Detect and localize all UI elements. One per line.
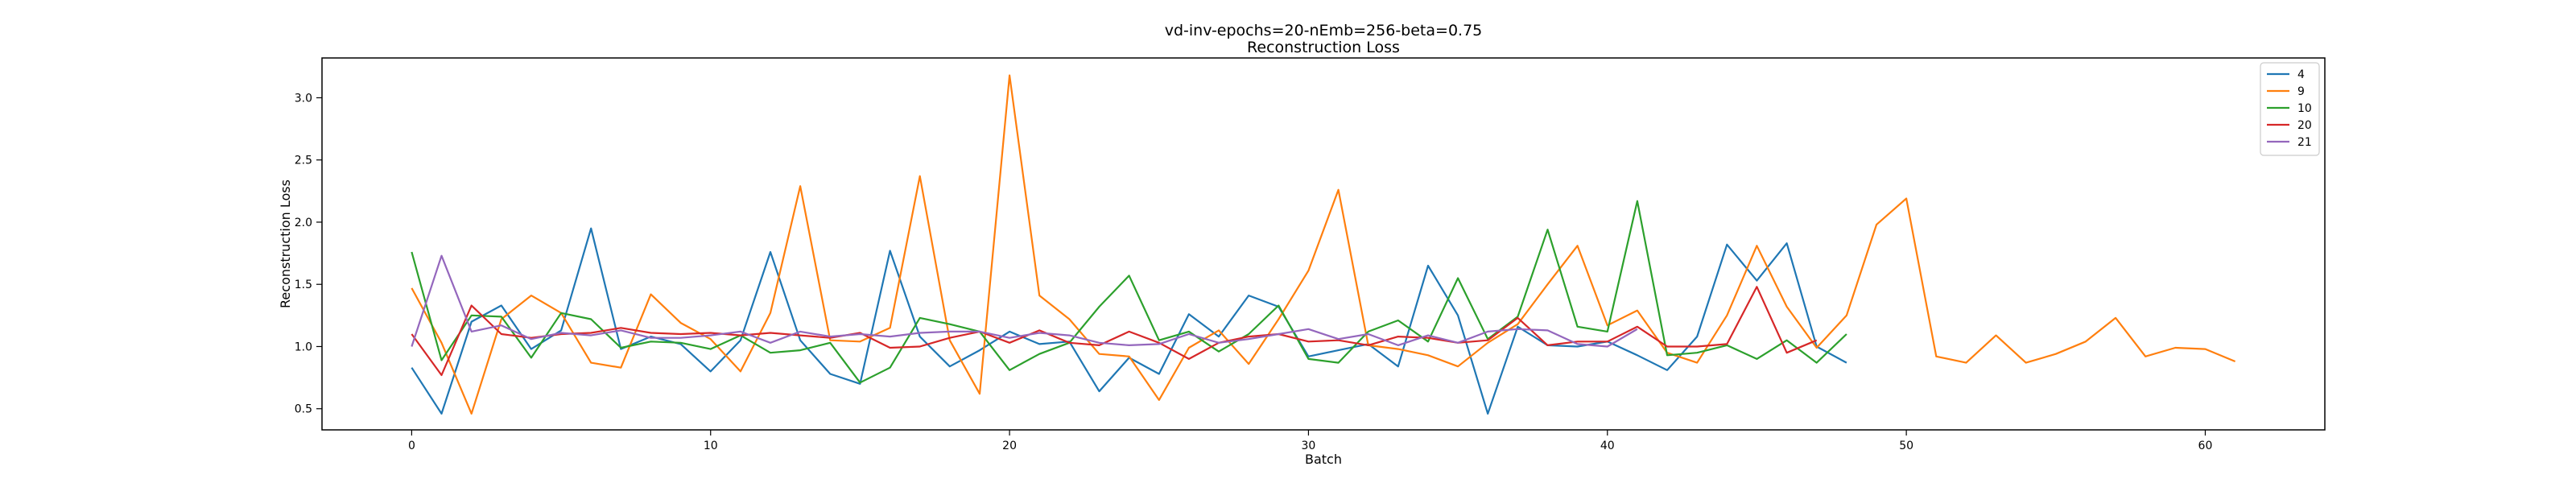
x-axis-label: Batch — [1305, 452, 1342, 467]
x-tick-label: 60 — [2198, 440, 2213, 452]
legend-label-10: 10 — [2297, 102, 2312, 115]
y-tick-label: 1.0 — [295, 341, 312, 353]
series-line-20 — [411, 286, 1818, 377]
series-line-10 — [411, 200, 1847, 384]
plot-frame — [321, 57, 2326, 431]
series-line-9 — [411, 74, 2236, 415]
chart-title: vd-inv-epochs=20-nEmb=256-beta=0.75 — [1165, 22, 1483, 39]
legend-label-9: 9 — [2297, 85, 2305, 98]
x-tick-label: 40 — [1600, 440, 1615, 452]
legend-label-21: 21 — [2297, 136, 2312, 149]
legend-box — [2260, 62, 2320, 156]
x-tick-label: 0 — [408, 440, 415, 452]
y-tick-label: 0.5 — [295, 403, 312, 416]
x-tick-label: 50 — [1899, 440, 1913, 452]
x-tick-label: 30 — [1302, 440, 1316, 452]
y-tick-label: 3.0 — [295, 92, 312, 105]
x-tick-label: 10 — [704, 440, 718, 452]
legend-label-20: 20 — [2297, 119, 2312, 132]
chart-subtitle: Reconstruction Loss — [1247, 39, 1400, 56]
series-line-21 — [411, 254, 1638, 348]
x-axis-ticks: 0 10 20 30 40 50 60 — [408, 430, 2212, 452]
series-line-4 — [411, 227, 1847, 415]
legend-label-4: 4 — [2297, 68, 2305, 81]
y-tick-label: 1.5 — [295, 279, 312, 291]
y-tick-label: 2.0 — [295, 217, 312, 229]
series-lines — [411, 74, 2236, 415]
y-tick-label: 2.5 — [295, 155, 312, 167]
legend: 4 9 10 20 21 — [2260, 62, 2320, 156]
x-tick-label: 20 — [1002, 440, 1017, 452]
y-axis-ticks: 0.5 1.0 1.5 2.0 2.5 3.0 — [295, 92, 322, 416]
y-axis-label: Reconstruction Loss — [278, 180, 293, 308]
